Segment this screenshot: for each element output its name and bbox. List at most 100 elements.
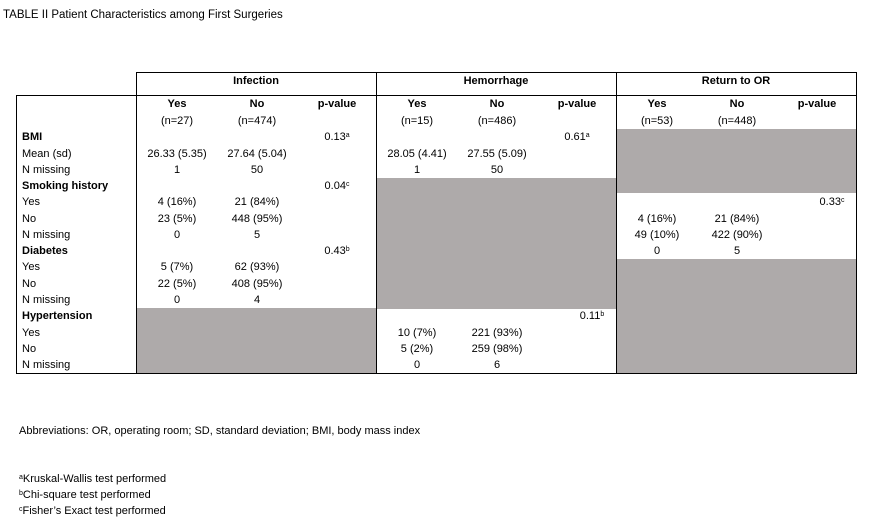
pvalue-smoking-return: 0.33c: [820, 194, 845, 210]
smoking-no-return-yes: 4 (16%): [637, 213, 677, 225]
footnote-c-text: Fisher’s Exact test performed: [22, 505, 166, 517]
subheader-infection-pvalue: p-value: [317, 98, 357, 110]
shade-hemorrhage-mid: [377, 178, 617, 309]
count-return-yes: (n=53): [640, 115, 674, 127]
row-label-diabetes: Diabetes: [22, 245, 68, 257]
pvalue-smoking-infection-mark: c: [345, 181, 350, 188]
footnote-c: cFisher’s Exact test performed: [19, 505, 166, 517]
bmi-mean-hemorrhage-no: 27.55 (5.09): [467, 148, 527, 160]
shade-return-bmi: [617, 129, 857, 193]
group-return-or: Return to OR: [701, 75, 771, 87]
row-label-smoking-no: No: [22, 213, 37, 225]
footnote-a-mark: a: [19, 474, 23, 481]
row-label-diabetes-yes: Yes: [22, 261, 40, 273]
subheader-return-yes: Yes: [647, 98, 667, 110]
row-label-hypertension: Hypertension: [22, 310, 93, 322]
footnote-b: bChi-square test performed: [19, 489, 151, 501]
rule-col2: [376, 72, 377, 374]
diabetes-no-infection-yes: 22 (5%): [157, 278, 197, 290]
diabetes-yes-infection-no: 62 (93%): [234, 261, 280, 273]
pvalue-smoking-infection-value: 0.04: [324, 180, 346, 192]
row-label-smoking-missing: N missing: [22, 229, 71, 241]
bmi-mean-infection-yes: 26.33 (5.35): [147, 148, 207, 160]
pvalue-diabetes-infection: 0.43b: [324, 243, 349, 259]
hypertension-no-hemorrhage-no: 259 (98%): [471, 343, 523, 355]
pvalue-smoking-return-mark: c: [840, 197, 845, 204]
count-infection-yes: (n=27): [160, 115, 194, 127]
bmi-missing-hemorrhage-yes: 1: [413, 164, 421, 176]
characteristics-table: Infection Hemorrhage Return to OR Yes No…: [16, 72, 857, 374]
smoking-no-infection-no: 448 (95%): [231, 213, 283, 225]
group-infection: Infection: [233, 75, 279, 87]
bmi-missing-infection-no: 50: [250, 164, 264, 176]
row-label-hypertension-no: No: [22, 343, 37, 355]
pvalue-bmi-hemorrhage: 0.61a: [564, 129, 589, 145]
rule-col1: [136, 72, 137, 374]
diabetes-return-yes: 0: [653, 245, 661, 257]
count-infection-no: (n=474): [237, 115, 277, 127]
diabetes-missing-infection-yes: 0: [173, 294, 181, 306]
bmi-mean-hemorrhage-yes: 28.05 (4.41): [387, 148, 447, 160]
abbreviations-note: Abbreviations: OR, operating room; SD, s…: [19, 425, 421, 437]
row-label-bmi-missing: N missing: [22, 164, 71, 176]
pvalue-diabetes-infection-mark: b: [345, 246, 350, 253]
footnote-c-mark: c: [19, 506, 23, 513]
subheader-hemorrhage-yes: Yes: [407, 98, 427, 110]
subheader-hemorrhage-pvalue: p-value: [557, 98, 597, 110]
count-return-no: (n=448): [717, 115, 757, 127]
smoking-yes-infection-yes: 4 (16%): [157, 196, 197, 208]
footnote-a-text: Kruskal-Wallis test performed: [22, 473, 167, 485]
diabetes-return-no: 5: [733, 245, 741, 257]
hypertension-missing-hemorrhage-yes: 0: [413, 359, 421, 371]
pvalue-smoking-infection: 0.04c: [325, 178, 350, 194]
pvalue-hypertension-hemorrhage: 0.11b: [580, 308, 605, 324]
hypertension-missing-hemorrhage-no: 6: [493, 359, 501, 371]
count-hemorrhage-yes: (n=15): [400, 115, 434, 127]
shade-return-lower: [617, 259, 857, 374]
subheader-infection-yes: Yes: [167, 98, 187, 110]
group-hemorrhage: Hemorrhage: [463, 75, 529, 87]
row-label-smoking: Smoking history: [22, 180, 109, 192]
bmi-missing-infection-yes: 1: [173, 164, 181, 176]
table-title: TABLE II Patient Characteristics among F…: [3, 9, 283, 21]
pvalue-bmi-hemorrhage-value: 0.61: [564, 131, 586, 143]
row-label-hypertension-yes: Yes: [22, 327, 40, 339]
shade-infection-hypertension: [137, 308, 377, 374]
row-label-bmi: BMI: [22, 131, 43, 143]
hypertension-no-hemorrhage-yes: 5 (2%): [400, 343, 434, 355]
diabetes-missing-infection-no: 4: [253, 294, 261, 306]
rule-top-groups: [136, 72, 857, 73]
diabetes-no-infection-no: 408 (95%): [231, 278, 283, 290]
smoking-no-return-no: 21 (84%): [714, 213, 760, 225]
row-label-smoking-yes: Yes: [22, 196, 40, 208]
pvalue-bmi-infection: 0.13a: [324, 129, 349, 145]
rule-bottom: [16, 373, 857, 374]
rule-left: [16, 95, 17, 374]
hypertension-yes-hemorrhage-no: 221 (93%): [471, 327, 523, 339]
row-label-diabetes-missing: N missing: [22, 294, 71, 306]
pvalue-hypertension-hemorrhage-mark: b: [600, 311, 605, 318]
rule-top-subheader: [16, 95, 857, 96]
pvalue-smoking-return-value: 0.33: [819, 196, 841, 208]
pvalue-hypertension-hemorrhage-value: 0.11: [579, 310, 601, 322]
footnote-b-text: Chi-square test performed: [22, 489, 151, 501]
smoking-missing-infection-no: 5: [253, 229, 261, 241]
bmi-mean-infection-no: 27.64 (5.04): [227, 148, 287, 160]
footnote-b-mark: b: [19, 490, 23, 497]
row-label-bmi-mean: Mean (sd): [22, 148, 72, 160]
pvalue-bmi-hemorrhage-mark: a: [585, 132, 590, 139]
pvalue-diabetes-infection-value: 0.43: [324, 245, 346, 257]
subheader-return-pvalue: p-value: [797, 98, 837, 110]
rule-right: [856, 72, 857, 374]
smoking-no-infection-yes: 23 (5%): [157, 213, 197, 225]
pvalue-bmi-infection-mark: a: [345, 132, 350, 139]
diabetes-yes-infection-yes: 5 (7%): [160, 261, 194, 273]
pvalue-bmi-infection-value: 0.13: [324, 131, 346, 143]
bmi-missing-hemorrhage-no: 50: [490, 164, 504, 176]
row-label-diabetes-no: No: [22, 278, 37, 290]
subheader-return-no: No: [729, 98, 745, 110]
rule-col3: [616, 72, 617, 374]
count-hemorrhage-no: (n=486): [477, 115, 517, 127]
footnote-a: aKruskal-Wallis test performed: [19, 473, 166, 485]
smoking-yes-infection-no: 21 (84%): [234, 196, 280, 208]
